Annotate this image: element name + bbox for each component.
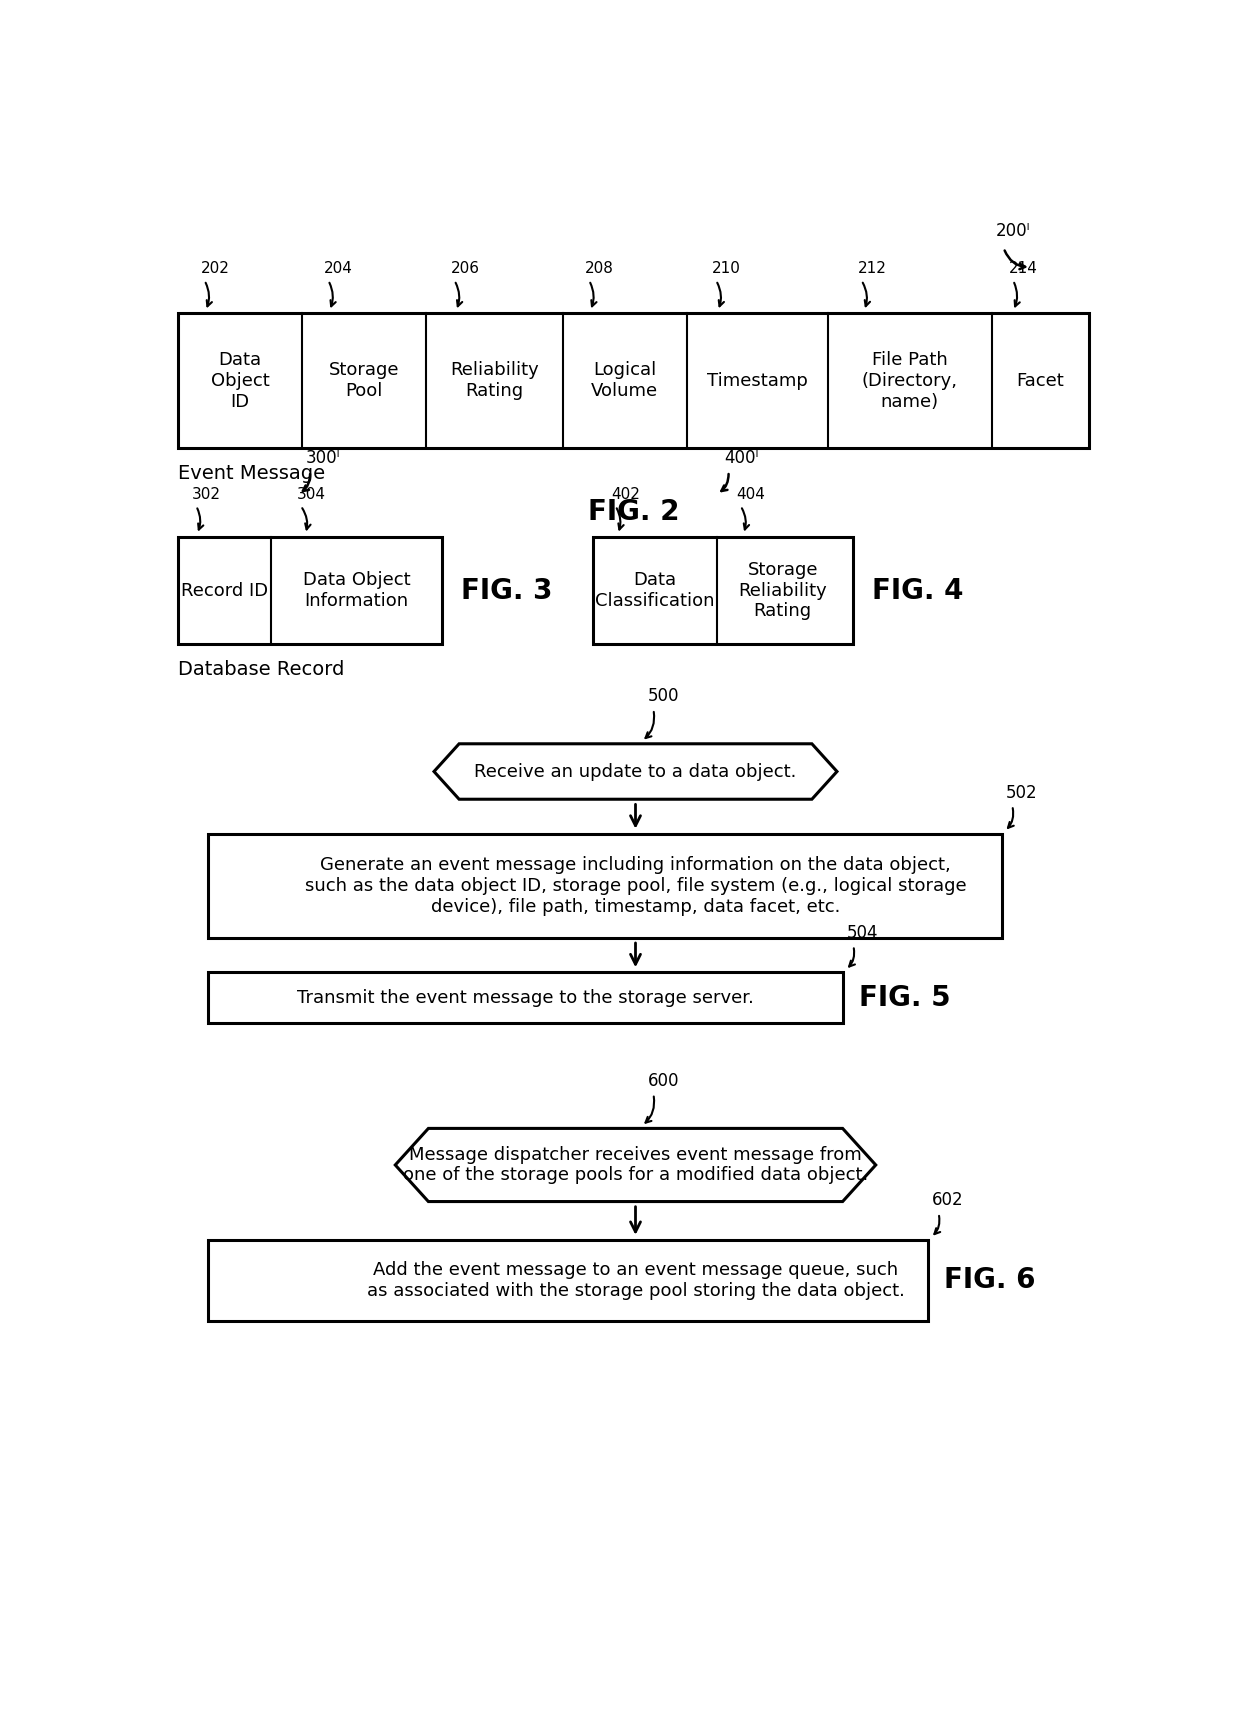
Bar [179, 536, 441, 644]
Text: Add the event message to an event message queue, such
as associated with the sto: Add the event message to an event messag… [367, 1261, 904, 1300]
Text: 602: 602 [932, 1191, 963, 1209]
Polygon shape [396, 1129, 875, 1201]
Bar [207, 1240, 929, 1321]
Text: 212: 212 [858, 262, 887, 276]
Text: 204: 204 [325, 262, 353, 276]
Text: 404: 404 [737, 486, 765, 502]
Text: Message dispatcher receives event message from
one of the storage pools for a mo: Message dispatcher receives event messag… [403, 1146, 868, 1184]
Text: 206: 206 [450, 262, 480, 276]
Text: Reliability
Rating: Reliability Rating [450, 361, 538, 401]
Text: 200ᴵ: 200ᴵ [996, 223, 1030, 240]
Text: Database Record: Database Record [179, 660, 345, 678]
Bar [179, 313, 1089, 449]
Text: FIG. 5: FIG. 5 [858, 983, 950, 1011]
Polygon shape [434, 743, 837, 800]
Text: File Path
(Directory,
name): File Path (Directory, name) [862, 351, 957, 411]
Text: 202: 202 [201, 262, 229, 276]
Text: 214: 214 [1009, 262, 1038, 276]
Text: 300ᴵ: 300ᴵ [306, 449, 341, 468]
Text: FIG. 4: FIG. 4 [872, 577, 963, 605]
Text: 210: 210 [712, 262, 742, 276]
Text: FIG. 2: FIG. 2 [588, 498, 680, 526]
Text: Storage
Pool: Storage Pool [329, 361, 399, 401]
Text: Data Object
Information: Data Object Information [303, 570, 410, 610]
Text: Receive an update to a data object.: Receive an update to a data object. [475, 762, 796, 781]
Text: 208: 208 [585, 262, 614, 276]
Text: FIG. 6: FIG. 6 [944, 1266, 1035, 1295]
Text: Generate an event message including information on the data object,
such as the : Generate an event message including info… [305, 856, 966, 916]
Text: Timestamp: Timestamp [707, 372, 807, 391]
Bar [207, 973, 843, 1023]
Text: Record ID: Record ID [181, 581, 268, 600]
Text: Transmit the event message to the storage server.: Transmit the event message to the storag… [298, 988, 754, 1007]
Text: 402: 402 [611, 486, 640, 502]
Text: FIG. 3: FIG. 3 [461, 577, 553, 605]
Text: Storage
Reliability
Rating: Storage Reliability Rating [738, 560, 827, 620]
Text: Data
Object
ID: Data Object ID [211, 351, 269, 411]
Text: 500: 500 [649, 687, 680, 706]
Text: 400ᴵ: 400ᴵ [724, 449, 759, 468]
Bar [207, 834, 1002, 937]
Text: 302: 302 [192, 486, 221, 502]
Text: 600: 600 [649, 1072, 680, 1089]
Bar [593, 536, 853, 644]
Text: 502: 502 [1006, 783, 1038, 802]
Text: 304: 304 [296, 486, 326, 502]
Text: 504: 504 [847, 923, 879, 942]
Text: Facet: Facet [1017, 372, 1064, 391]
Text: Event Message: Event Message [179, 464, 325, 483]
Text: Data
Classification: Data Classification [595, 570, 714, 610]
Text: Logical
Volume: Logical Volume [591, 361, 658, 401]
